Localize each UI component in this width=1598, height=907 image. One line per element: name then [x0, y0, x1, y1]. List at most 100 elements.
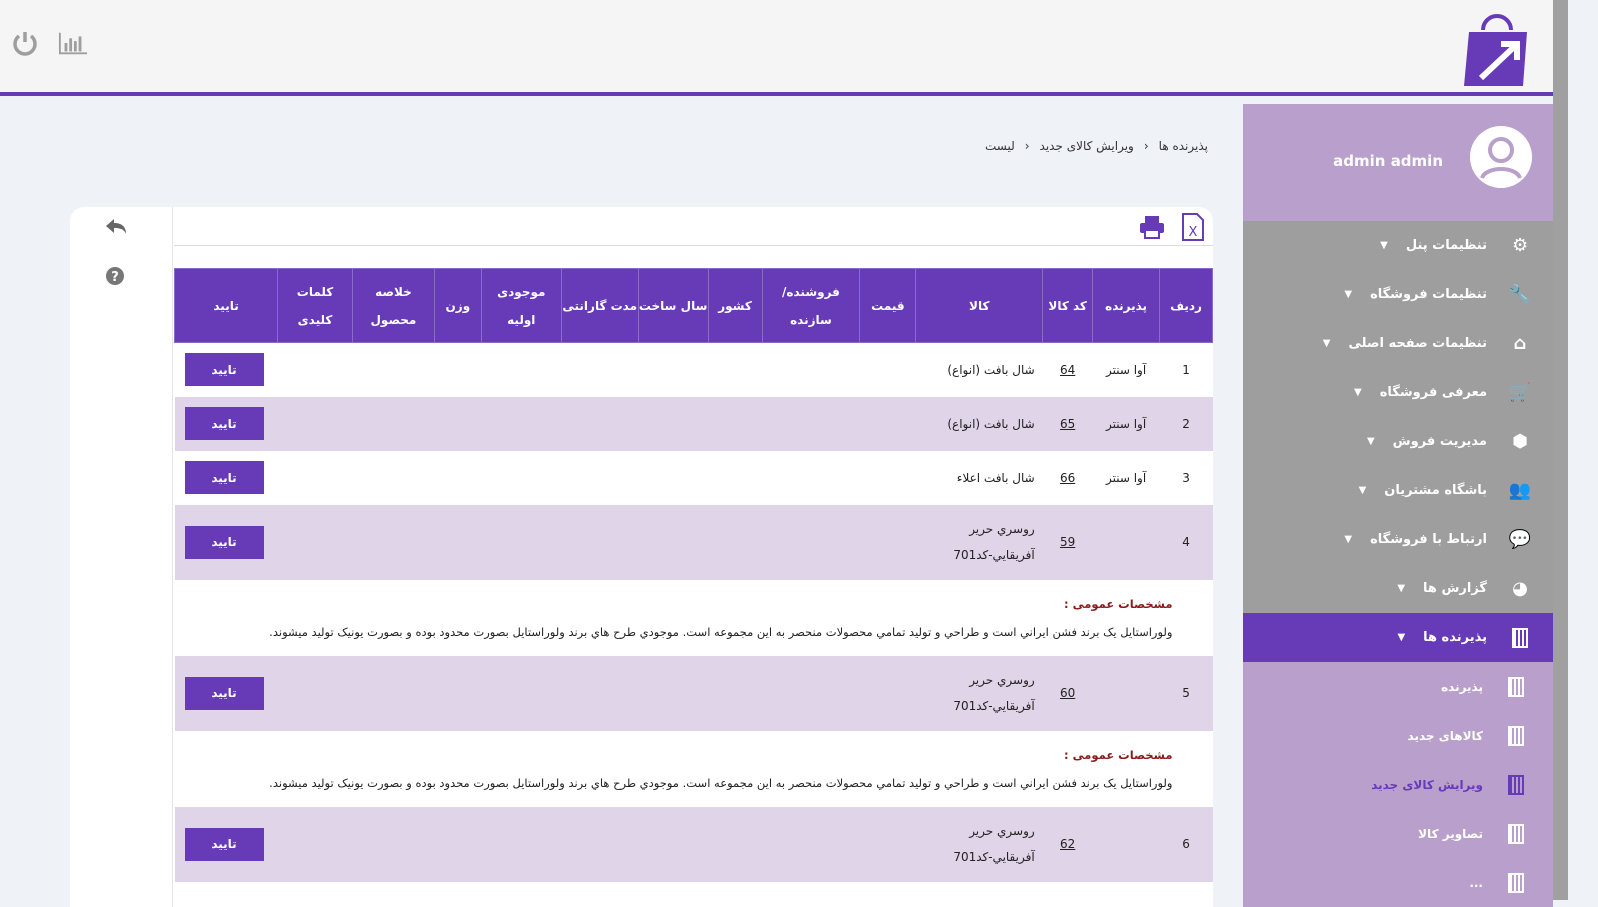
- product-name-cell: شال بافت (انواع): [947, 362, 1035, 377]
- description-cell: مشخصات عمومی : ولوراستایل یک برند فشن ایر…: [175, 731, 1213, 807]
- description-row: مشخصات عمومی : ولوراستایل یک برند فشن ایر…: [175, 731, 1213, 807]
- shopping-bag-logo[interactable]: [1461, 10, 1533, 88]
- sidebar-item[interactable]: ⌂ تنظیمات صفحه اصلی ▼: [1243, 319, 1553, 368]
- empty-cell: [434, 504, 482, 580]
- acceptor-cell: آوا سنتر: [1105, 362, 1147, 377]
- sidebar-subitem[interactable]: پذیرنده: [1243, 662, 1553, 711]
- caret-down-icon: ▼: [1344, 534, 1353, 545]
- empty-cell: [434, 343, 481, 397]
- empty-cell: [708, 504, 763, 580]
- sidebar-item[interactable]: ⬢ مدیریت فروش ▼: [1243, 417, 1553, 466]
- help-icon[interactable]: ?: [106, 267, 124, 285]
- side-actions: ?: [70, 207, 173, 907]
- products-table: ردیف پذیرنده کد کالا کالا قیمت فروشنده/ سازند…: [173, 268, 1213, 882]
- user-name: admin admin: [1333, 152, 1443, 170]
- empty-cell: [561, 396, 639, 451]
- building-icon: [1505, 774, 1527, 796]
- sidebar-item[interactable]: ◕ گزارش ها ▼: [1243, 564, 1553, 613]
- confirm-button[interactable]: تایید: [184, 407, 264, 440]
- empty-cell: [434, 806, 482, 882]
- confirm-cell: تایید: [174, 806, 278, 882]
- confirm-button[interactable]: تایید: [184, 525, 264, 559]
- back-icon[interactable]: [104, 217, 128, 237]
- empty-cell: [561, 655, 639, 731]
- empty-cell: [708, 396, 763, 451]
- product-code-link[interactable]: 66: [1060, 470, 1076, 485]
- cube-icon: ⬢: [1512, 431, 1528, 452]
- empty-cell: [708, 655, 763, 731]
- empty-cell: [561, 343, 638, 397]
- confirm-cell: تایید: [174, 396, 278, 451]
- content-card: ? X ردیف پذیرنده کد کالا کالا قیمت فروشنده/ س…: [70, 207, 1213, 907]
- sidebar-item[interactable]: ⚙ تنظیمات پنل ▼: [1243, 221, 1553, 270]
- sidebar-item[interactable]: 💬 ارتباط با فروشگاه ▼: [1243, 515, 1553, 564]
- empty-cell: [561, 451, 638, 505]
- empty-cell: [481, 343, 561, 397]
- row-number: 4: [1159, 504, 1213, 580]
- column-header: کشور: [707, 268, 763, 343]
- chart-icon[interactable]: [58, 28, 88, 58]
- product-code-link[interactable]: 62: [1042, 806, 1093, 882]
- sidebar-item[interactable]: 🛒 معرفی فروشگاه ▼: [1243, 368, 1553, 417]
- empty-cell: [278, 451, 353, 505]
- sidebar-subitem[interactable]: ویرایش کالای جدید: [1243, 760, 1553, 809]
- avatar-icon[interactable]: [1470, 126, 1532, 188]
- excel-export-icon[interactable]: X: [1181, 213, 1205, 241]
- product-code-link[interactable]: 59: [1042, 504, 1093, 580]
- column-header: قیمت: [859, 268, 917, 343]
- product-code-link[interactable]: 65: [1042, 396, 1093, 451]
- breadcrumb-item[interactable]: ویرایش کالای جدید: [1039, 139, 1134, 153]
- empty-cell: [352, 451, 434, 505]
- sidebar-item[interactable]: 👥 باشگاه مشتریان ▼: [1243, 466, 1553, 515]
- caret-down-icon: ▼: [1366, 436, 1375, 447]
- breadcrumb-item[interactable]: پذیرنده ها: [1158, 139, 1208, 153]
- confirm-button[interactable]: تایید: [184, 353, 264, 387]
- empty-cell: [277, 504, 353, 580]
- table-row: 6 62 روسري حرير آفريقايي-كد701 تایید: [174, 806, 1213, 882]
- caret-down-icon: ▼: [1380, 240, 1388, 251]
- confirm-cell: تایید: [174, 655, 278, 731]
- product-code-link[interactable]: 60: [1042, 655, 1093, 731]
- confirm-cell: تایید: [174, 504, 278, 580]
- confirm-button[interactable]: تایید: [184, 827, 264, 861]
- empty-cell: [859, 655, 916, 731]
- empty-cell: [481, 806, 562, 882]
- empty-cell: [762, 806, 860, 882]
- empty-cell: [638, 655, 709, 731]
- sidebar-subitem[interactable]: تصاویر کالا: [1243, 809, 1553, 858]
- sidebar-subitem-label: ...: [1469, 875, 1483, 890]
- confirm-button[interactable]: تایید: [184, 461, 264, 494]
- table-row: 3 آوا سنتر 66 شال بافت اعلاء تایید: [175, 451, 1213, 505]
- product-code-link[interactable]: 64: [1060, 362, 1076, 377]
- empty-cell: [762, 396, 860, 451]
- empty-cell: [561, 806, 639, 882]
- gears-icon: ⚙: [1511, 235, 1529, 256]
- empty-cell: [860, 451, 916, 505]
- empty-cell: [434, 396, 482, 451]
- caret-down-icon: ▼: [1397, 632, 1406, 643]
- power-icon[interactable]: [10, 28, 40, 58]
- breadcrumb: پذیرنده ها ‹ ویرایش کالای جدید ‹ لیست: [985, 139, 1208, 153]
- sidebar-item[interactable]: پذیرنده ها ▼: [1243, 613, 1553, 662]
- users-icon: 👥: [1508, 480, 1532, 501]
- empty-cell: [481, 655, 562, 731]
- empty-cell: [638, 451, 708, 505]
- empty-cell: [638, 343, 708, 397]
- empty-cell: [352, 504, 435, 580]
- caret-down-icon: ▼: [1322, 338, 1331, 349]
- print-icon[interactable]: [1139, 215, 1165, 239]
- sidebar-subitem[interactable]: کالاهای جدید: [1243, 711, 1553, 760]
- scrollbar[interactable]: [1553, 0, 1568, 900]
- row-number: 1: [1182, 362, 1190, 377]
- table-row: 1 آوا سنتر 64 شال بافت (انواع) تایید: [175, 343, 1213, 397]
- column-header: تایید: [173, 268, 279, 343]
- caret-down-icon: ▼: [1354, 387, 1362, 398]
- column-header: کد کالا: [1042, 268, 1094, 343]
- column-header: سال ساخت: [637, 268, 709, 343]
- empty-cell: [762, 504, 860, 580]
- confirm-button[interactable]: تایید: [184, 676, 264, 710]
- sidebar-subitem[interactable]: ...: [1243, 858, 1553, 907]
- table-row: 5 60 روسري حرير آفريقايي-كد701 تایید: [174, 655, 1213, 731]
- caret-down-icon: ▼: [1397, 583, 1406, 594]
- sidebar-item[interactable]: 🔧 تنظیمات فروشگاه ▼: [1243, 270, 1553, 319]
